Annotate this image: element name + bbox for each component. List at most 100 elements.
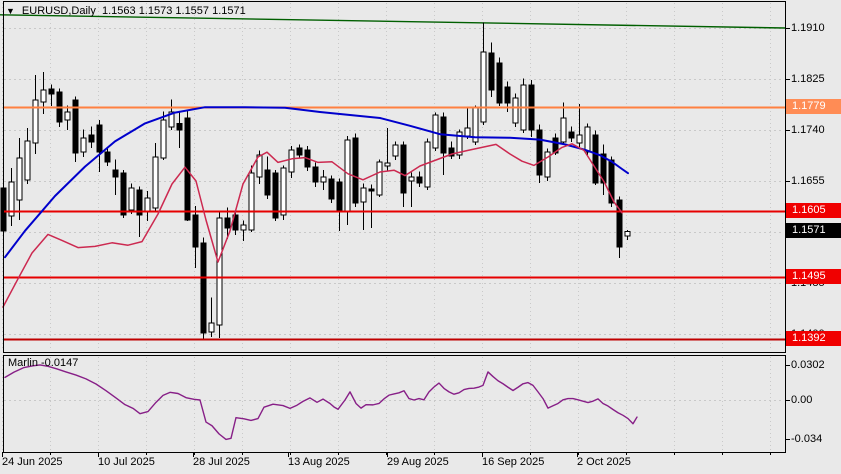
candle-up (544, 151, 551, 178)
candle-up (80, 137, 87, 153)
candle-up (32, 99, 39, 144)
indicator-tick-label: 0.00 (791, 394, 813, 406)
candle-up (280, 167, 287, 216)
candle-up (288, 149, 295, 173)
indicator-tick-label: -0.034 (791, 433, 823, 446)
candle-up (360, 187, 367, 203)
chart-title-row: ▼ EURUSD,Daily 1.1563 1.1573 1.1557 1.15… (6, 4, 246, 18)
price-badge-1.1779: 1.1779 (786, 98, 841, 114)
candle-up (392, 144, 399, 157)
candle-up (512, 97, 519, 124)
main-chart-frame (3, 1, 786, 353)
indicator-frame (3, 355, 786, 453)
candle-down (592, 134, 599, 184)
candle-up (584, 126, 591, 153)
candle-down (200, 242, 207, 334)
price-badge-1.1571: 1.1571 (786, 223, 841, 239)
candle-down (336, 181, 343, 211)
candle-up (8, 181, 15, 217)
candle-down (448, 147, 455, 157)
candle-up (320, 176, 327, 183)
date-tick-label: 29 Aug 2025 (387, 456, 449, 468)
candle-down (72, 99, 79, 154)
date-tick-label: 13 Aug 2025 (288, 456, 350, 468)
candle-down (176, 122, 183, 131)
candle-up (464, 127, 471, 137)
date-tick-label: 10 Jul 2025 (98, 456, 155, 468)
price-badge-1.1495: 1.1495 (786, 269, 841, 284)
price-tick-label: 1.1910 (791, 22, 825, 34)
candle-up (248, 172, 255, 231)
candle-down (112, 169, 119, 178)
date-tick-label: 24 Jun 2025 (2, 456, 63, 468)
candle-up (576, 134, 583, 144)
candle-up (24, 140, 31, 181)
candle-down (264, 169, 271, 196)
candle-down (184, 117, 191, 221)
candle-down (328, 178, 335, 200)
candle-down (296, 147, 303, 156)
trendline-green (0, 14, 786, 29)
price-tick-label: 1.1740 (791, 124, 825, 136)
candle-down (88, 134, 95, 143)
candle-up (152, 156, 159, 209)
candle-down (368, 188, 375, 192)
date-tick-label: 28 Jul 2025 (193, 456, 250, 468)
price-badge-1.1392: 1.1392 (786, 330, 841, 346)
date-tick-label: 16 Sep 2025 (482, 456, 545, 468)
candle-up (160, 119, 167, 159)
symbol-dropdown-icon[interactable]: ▼ (6, 6, 15, 16)
candle-up (216, 217, 223, 326)
candle-down (224, 217, 231, 229)
candle-down (272, 172, 279, 219)
candle-down (608, 159, 615, 204)
candle-down (536, 129, 543, 176)
candle-down (104, 151, 111, 163)
candle-up (456, 131, 463, 156)
marlin-line (4, 364, 638, 441)
price-tick-label: 1.1655 (791, 175, 825, 187)
candle-down (504, 86, 511, 104)
candle-down (552, 137, 559, 154)
candle-up (40, 89, 47, 103)
candle-up (624, 230, 631, 237)
date-tick-label: 2 Oct 2025 (577, 456, 631, 468)
price-badge-1.1605: 1.1605 (786, 203, 841, 218)
candle-up (168, 111, 175, 128)
candle-down (496, 62, 503, 104)
candle-down (352, 137, 359, 204)
candle-up (64, 111, 71, 121)
candle-up (256, 154, 263, 178)
candle-up (480, 51, 487, 123)
chart-title-ohlc: EURUSD,Daily 1.1563 1.1573 1.1557 1.1571 (21, 5, 246, 17)
candle-up (344, 139, 351, 213)
candle-down (600, 153, 607, 184)
candle-down (96, 124, 103, 153)
candle-down (488, 52, 495, 91)
candle-down (400, 144, 407, 194)
candle-up (384, 162, 391, 167)
indicator-label: Marlin -0.0147 (8, 357, 79, 369)
candle-down (568, 131, 575, 139)
candle-up (560, 117, 567, 143)
candle-up (240, 224, 247, 231)
ma-blue-line (4, 106, 629, 259)
candle-down (616, 199, 623, 248)
candle-up (208, 322, 215, 333)
candle-down (192, 214, 199, 248)
ma-red-line (2, 143, 623, 308)
price-tick-label: 1.1825 (791, 73, 825, 85)
indicator-tick-label: 0.0302 (791, 358, 825, 371)
candle-up (16, 157, 23, 201)
candle-down (136, 189, 143, 216)
candle-up (144, 197, 151, 213)
candle-up (128, 187, 135, 211)
candle-down (416, 176, 423, 184)
candle-up (376, 161, 383, 196)
candle-down (48, 88, 55, 95)
candle-down (312, 166, 319, 183)
candle-down (120, 172, 127, 216)
candle-up (408, 176, 415, 182)
